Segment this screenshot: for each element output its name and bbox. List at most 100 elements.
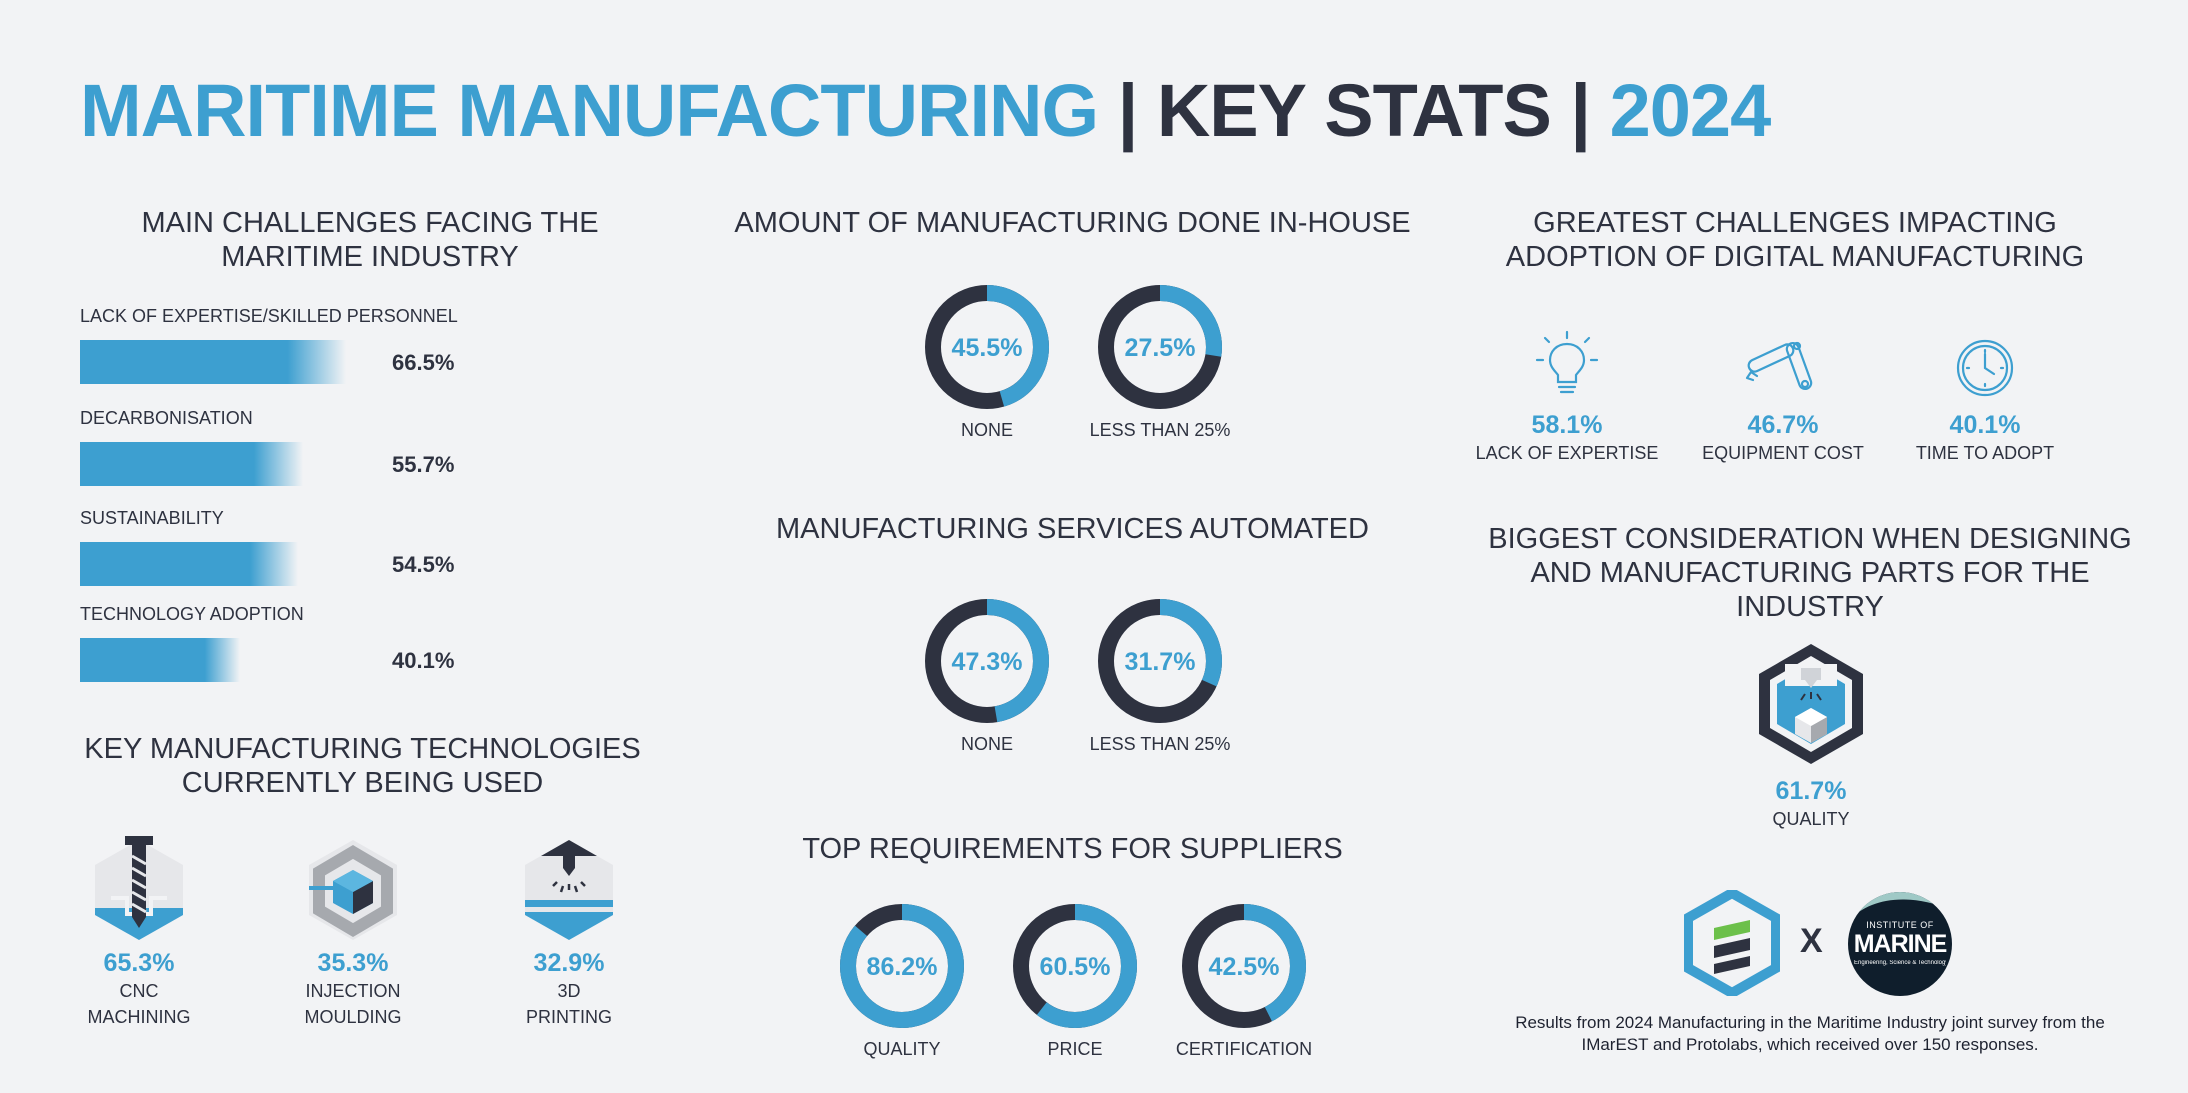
donut-segment	[1098, 599, 1222, 723]
digital-heading: GREATEST CHALLENGES IMPACTING ADOPTION O…	[1470, 206, 2120, 274]
3d-printer-icon	[525, 840, 613, 940]
donut-svg: 42.5%	[1182, 904, 1306, 1028]
donut-segment	[1013, 904, 1137, 1028]
donut-value-label: 31.7%	[1125, 648, 1196, 676]
tech-injection-label-line1: INJECTION	[305, 981, 401, 1001]
tech-injection-label-line2: MOULDING	[304, 1007, 402, 1027]
bar-label: LACK OF EXPERTISE/SKILLED PERSONNEL	[80, 306, 458, 326]
donut-category-label: NONE	[960, 734, 1013, 754]
consideration-value: 61.7%	[1775, 777, 1847, 805]
donut-svg: 31.7%	[1098, 599, 1222, 723]
cnc-drill-icon	[95, 836, 183, 940]
donut-segment	[1182, 904, 1306, 1028]
title-separator-1: |	[1098, 69, 1157, 152]
digital-expertise-label: LACK OF EXPERTISE	[1475, 443, 1659, 463]
bar-label: DECARBONISATION	[80, 408, 253, 428]
consideration-item: 61.7% QUALITY	[1736, 642, 1886, 832]
bar-value-label: 66.5%	[392, 350, 455, 375]
donut: 47.3% NONE	[897, 595, 1077, 757]
bar	[80, 638, 241, 682]
bar-value-label: 55.7%	[392, 452, 455, 477]
consideration-heading-line3: INDUSTRY	[1736, 591, 1884, 623]
bar-label: SUSTAINABILITY	[80, 508, 224, 528]
tech-3d-value: 32.9%	[533, 949, 605, 977]
donut-category-label: LESS THAN 25%	[1089, 734, 1231, 754]
tech-item-injection: 35.3% INJECTION MOULDING	[278, 836, 428, 1030]
title-separator-2: |	[1550, 69, 1610, 152]
consideration-heading-line2: AND MANUFACTURING PARTS FOR THE	[1530, 557, 2090, 589]
consideration-label: QUALITY	[1772, 809, 1850, 829]
tech-cnc-value: 65.3%	[103, 949, 175, 977]
bar	[80, 542, 298, 586]
donut-value-label: 47.3%	[952, 648, 1023, 676]
quality-machine-icon	[1759, 644, 1863, 764]
digital-time-value: 40.1%	[1949, 411, 2021, 439]
title-part-2: KEY STATS	[1156, 69, 1552, 152]
donut: 45.5% NONE	[897, 281, 1077, 443]
digital-heading-line1: GREATEST CHALLENGES IMPACTING	[1533, 207, 2057, 239]
donut: 60.5% PRICE	[985, 900, 1165, 1062]
donut-category-label: QUALITY	[863, 1039, 941, 1059]
donut-value-label: 45.5%	[952, 334, 1023, 362]
bar-value-label: 40.1%	[392, 648, 455, 673]
donut: 42.5% CERTIFICATION	[1154, 900, 1334, 1062]
title-part-3: 2024	[1609, 69, 1772, 152]
tech-cnc-label-line2: MACHINING	[87, 1007, 191, 1027]
digital-item-time: 40.1% TIME TO ADOPT	[1880, 330, 2090, 466]
protolabs-logo	[1684, 890, 1780, 996]
donut-svg: 45.5%	[925, 285, 1049, 409]
bar	[80, 340, 346, 384]
tech-3d-label-line2: PRINTING	[525, 1007, 612, 1027]
digital-expertise-value: 58.1%	[1531, 411, 1603, 439]
bar	[80, 442, 303, 486]
imarest-logo-line3: Engineering, Science & Technology	[1854, 960, 1946, 966]
in-house-heading: AMOUNT OF MANUFACTURING DONE IN-HOUSE	[734, 207, 1411, 239]
tech-injection-value: 35.3%	[317, 949, 389, 977]
donut-value-label: 27.5%	[1125, 334, 1196, 362]
bar-row: LACK OF EXPERTISE/SKILLED PERSONNEL 66.5%	[80, 306, 640, 396]
automated-heading: MANUFACTURING SERVICES AUTOMATED	[776, 513, 1369, 545]
bar-label: TECHNOLOGY ADOPTION	[80, 604, 304, 624]
robot-arm-icon	[1745, 341, 1813, 391]
footnote: Results from 2024 Manufacturing in the M…	[1515, 1013, 2105, 1054]
donut-svg: 86.2%	[840, 904, 964, 1028]
digital-equipment-value: 46.7%	[1747, 411, 1819, 439]
bar-row: SUSTAINABILITY 54.5%	[80, 508, 640, 598]
donut-segment	[925, 285, 1049, 409]
donut-segment	[1098, 285, 1222, 409]
suppliers-heading: TOP REQUIREMENTS FOR SUPPLIERS	[802, 833, 1343, 865]
donut-value-label: 86.2%	[867, 953, 938, 981]
digital-heading-line2: ADOPTION OF DIGITAL MANUFACTURING	[1505, 241, 2085, 273]
donut: 31.7% LESS THAN 25%	[1070, 595, 1250, 757]
donut-category-label: PRICE	[1047, 1039, 1103, 1059]
donut: 86.2% QUALITY	[812, 900, 992, 1062]
consideration-heading-line1: BIGGEST CONSIDERATION WHEN DESIGNING	[1488, 523, 2132, 555]
donut-segment	[840, 904, 964, 1028]
tech-item-3d: 32.9% 3D PRINTING	[494, 836, 644, 1030]
clock-icon	[1956, 339, 2014, 397]
bar-value-label: 54.5%	[392, 552, 455, 577]
imarest-logo-line2: MARINE	[1853, 930, 1948, 958]
challenges-heading: MAIN CHALLENGES FACING THE MARITIME INDU…	[141, 207, 599, 273]
imarest-wave-icon	[1848, 892, 1952, 922]
donut-value-label: 42.5%	[1209, 953, 1280, 981]
digital-item-equipment: 46.7% EQUIPMENT COST	[1678, 330, 1888, 466]
technologies-heading: KEY MANUFACTURING TECHNOLOGIES CURRENTLY…	[84, 733, 641, 799]
donut-segment	[925, 599, 1049, 723]
donut-svg: 60.5%	[1013, 904, 1137, 1028]
lightbulb-icon	[1535, 330, 1599, 394]
donut-category-label: CERTIFICATION	[1175, 1039, 1313, 1059]
donut-category-label: LESS THAN 25%	[1089, 420, 1231, 440]
digital-time-label: TIME TO ADOPT	[1915, 443, 2055, 463]
donut-svg: 47.3%	[925, 599, 1049, 723]
donut: 27.5% LESS THAN 25%	[1070, 281, 1250, 443]
digital-item-expertise: 58.1% LACK OF EXPERTISE	[1462, 330, 1672, 466]
page-title: MARITIME MANUFACTURING | KEY STATS | 202…	[80, 68, 1772, 153]
tech-3d-label-line1: 3D	[557, 981, 581, 1001]
tech-cnc-label-line1: CNC	[119, 981, 159, 1001]
bar-row: TECHNOLOGY ADOPTION 40.1%	[80, 604, 640, 694]
title-part-1: MARITIME MANUFACTURING	[80, 69, 1099, 152]
imarest-logo: INSTITUTE OF MARINE Engineering, Science…	[1848, 892, 1952, 996]
digital-equipment-label: EQUIPMENT COST	[1702, 443, 1864, 463]
donut-value-label: 60.5%	[1040, 953, 1111, 981]
